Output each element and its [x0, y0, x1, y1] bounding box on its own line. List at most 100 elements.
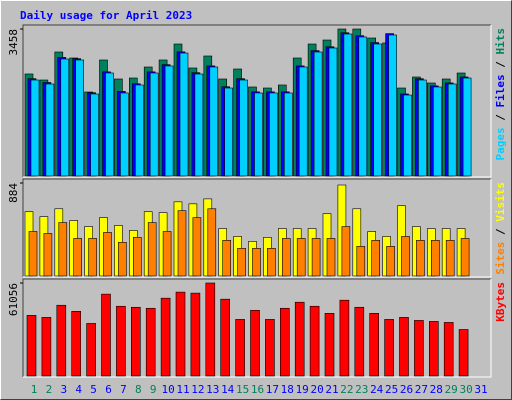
bar: [294, 301, 305, 377]
bar: [235, 319, 245, 377]
bar: [220, 298, 230, 377]
y-tick-label: 884: [7, 183, 20, 203]
x-tick-label: 4: [75, 383, 82, 396]
bar: [324, 313, 335, 377]
bar: [45, 83, 55, 177]
x-tick-label: 14: [221, 383, 235, 396]
x-tick-label: 28: [430, 383, 443, 396]
bar: [149, 72, 159, 177]
bar: [430, 240, 440, 277]
x-tick-label: 16: [251, 383, 264, 396]
legend-entry: Hits: [494, 28, 507, 55]
x-tick-label: 1: [31, 383, 38, 396]
bar: [131, 306, 141, 377]
bar: [75, 59, 84, 177]
bar: [388, 34, 397, 177]
bar: [86, 323, 96, 377]
bar: [135, 84, 144, 177]
bar: [160, 297, 171, 377]
legend: KBytes: [494, 282, 507, 322]
bar: [73, 238, 82, 277]
x-tick-label: 27: [415, 383, 428, 396]
x-tick-label: 19: [296, 383, 309, 396]
x-tick-label: 18: [281, 383, 294, 396]
bar: [175, 291, 186, 377]
bar: [207, 208, 217, 277]
bar: [71, 311, 81, 377]
bar: [341, 226, 351, 277]
bar: [101, 293, 111, 377]
x-tick-label: 15: [236, 383, 249, 396]
bar: [326, 238, 336, 277]
x-tick-label: 17: [266, 383, 279, 396]
y-tick-label: 61056: [7, 283, 20, 316]
panel-frame: [23, 179, 492, 278]
bar: [418, 79, 427, 177]
x-tick-label: 8: [135, 383, 142, 396]
bar: [133, 237, 142, 277]
legend-entry: Visits: [494, 182, 507, 222]
x-tick-label: 9: [150, 383, 157, 396]
bar: [369, 313, 380, 377]
bar: [41, 317, 52, 377]
panel-frame: [23, 25, 492, 178]
x-tick-label: 30: [459, 383, 472, 396]
legend-separator: /: [494, 108, 507, 128]
chart-title: Daily usage for April 2023: [20, 9, 192, 22]
bar: [177, 210, 187, 277]
bar: [56, 304, 67, 377]
x-tick-label: 25: [385, 383, 398, 396]
legend-entry: KBytes: [494, 282, 507, 322]
bar: [313, 51, 323, 177]
x-tick-label: 2: [46, 383, 53, 396]
legend-entry: Sites: [494, 242, 507, 275]
bar: [222, 240, 231, 277]
bar: [428, 321, 439, 377]
legend-entry: Files: [494, 74, 507, 107]
x-tick-label: 22: [340, 383, 353, 396]
bar: [252, 248, 261, 277]
bar: [58, 222, 68, 277]
bar: [373, 43, 383, 177]
bar: [239, 79, 248, 177]
x-tick-label: 13: [206, 383, 219, 396]
bar: [179, 52, 189, 177]
bar: [43, 233, 53, 277]
bar: [343, 33, 353, 177]
bar: [60, 58, 70, 177]
x-tick-label: 23: [355, 383, 368, 396]
bar: [414, 320, 424, 377]
bar: [339, 299, 350, 377]
bar: [103, 232, 112, 277]
bar: [250, 309, 260, 377]
bar: [90, 93, 99, 177]
bar: [254, 92, 263, 177]
x-tick-label: 29: [445, 383, 458, 396]
legend-entry: Pages: [494, 127, 507, 160]
bar: [328, 47, 338, 177]
bar: [356, 246, 366, 277]
bar: [28, 231, 38, 277]
bar: [237, 248, 246, 277]
bar: [190, 292, 201, 377]
bar: [298, 66, 308, 177]
x-tick-label: 26: [400, 383, 413, 396]
bar: [416, 240, 425, 277]
bar: [279, 307, 290, 377]
bar: [205, 282, 216, 377]
bar: [309, 305, 320, 377]
bar: [209, 66, 219, 177]
bar: [265, 319, 275, 377]
bar: [386, 246, 395, 277]
panel-frame: [22, 178, 491, 277]
bar: [120, 92, 129, 177]
x-tick-label: 21: [325, 383, 338, 396]
bar: [283, 92, 293, 177]
bar: [194, 73, 204, 177]
x-tick-label: 31: [474, 383, 487, 396]
x-tick-label: 11: [176, 383, 189, 396]
bar: [26, 315, 37, 377]
